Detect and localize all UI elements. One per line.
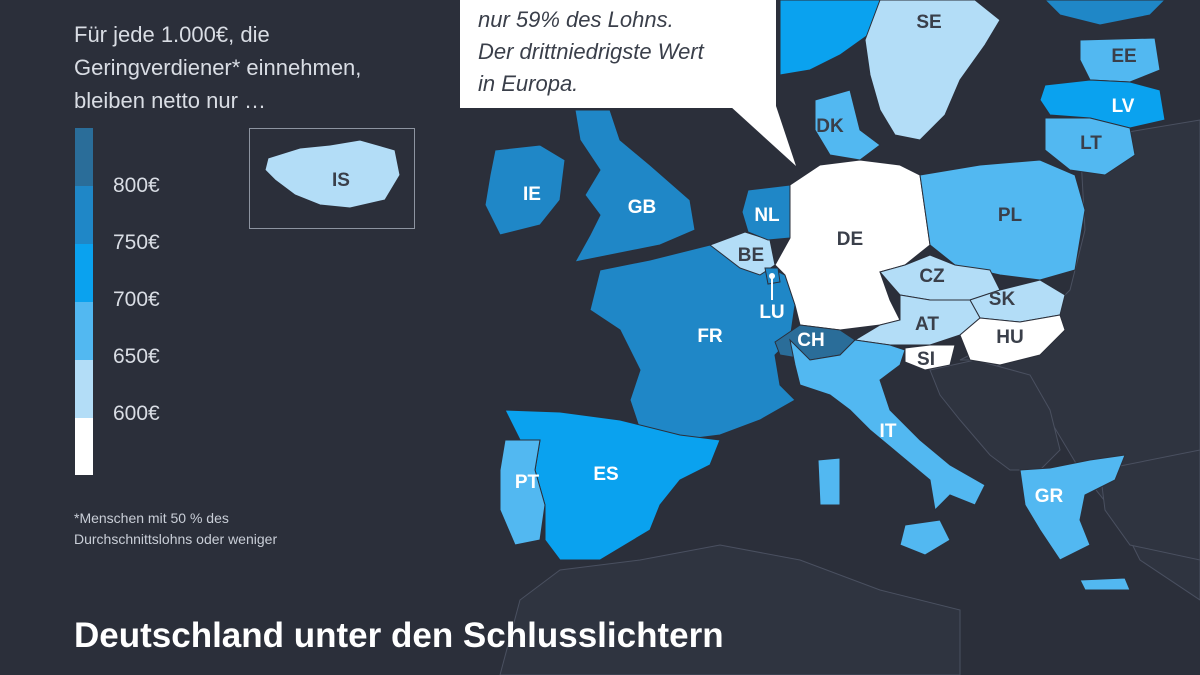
intro-line-2: Geringverdiener* einnehmen, bbox=[74, 55, 362, 80]
country-DE bbox=[774, 159, 931, 331]
footnote: *Menschen mit 50 % des Durchschnittslohn… bbox=[74, 508, 374, 550]
country-PL bbox=[919, 159, 1086, 281]
country-SE bbox=[864, 0, 1001, 141]
label-IS: IS bbox=[332, 170, 350, 191]
legend-label-700: 700€ bbox=[113, 288, 160, 311]
label-FR: FR bbox=[697, 326, 723, 347]
country-LV bbox=[1039, 79, 1166, 129]
country-FI bbox=[1044, 0, 1166, 26]
footnote-line-2: Durchschnittslohns oder weniger bbox=[74, 531, 278, 547]
country-GB bbox=[574, 109, 696, 263]
callout-line-3: in Europa. bbox=[478, 71, 579, 96]
label-SI: SI bbox=[917, 349, 935, 370]
germany-callout: nur 59% des Lohns. Der drittniedrigste W… bbox=[460, 0, 776, 108]
headline: Deutschland unter den Schlusslichtern bbox=[74, 616, 724, 655]
country-PT bbox=[499, 439, 546, 546]
legend-swatch-mid bbox=[75, 186, 93, 244]
label-AT: AT bbox=[915, 314, 939, 335]
country-FR bbox=[589, 244, 796, 441]
country-GR bbox=[1019, 454, 1131, 591]
label-IT: IT bbox=[880, 421, 897, 442]
label-HU: HU bbox=[996, 327, 1023, 348]
subheadline-cropped bbox=[74, 662, 874, 675]
intro-line-1: Für jede 1.000€, die bbox=[74, 22, 270, 47]
label-DE: DE bbox=[837, 229, 863, 250]
legend-label-600: 600€ bbox=[113, 402, 160, 425]
callout-pointer bbox=[730, 106, 796, 166]
label-LU: LU bbox=[759, 302, 784, 323]
country-IE bbox=[484, 144, 566, 236]
intro-text: Für jede 1.000€, die Geringverdiener* ei… bbox=[74, 18, 434, 117]
country-labels: IS SE EE LV LT DK IE GB NL BE LU DE PL C… bbox=[332, 12, 1137, 507]
label-DK: DK bbox=[816, 116, 844, 137]
label-LT: LT bbox=[1080, 133, 1102, 154]
legend-swatch-dark bbox=[75, 128, 93, 186]
callout-line-2: Der drittniedrigste Wert bbox=[478, 39, 704, 64]
country-HU bbox=[959, 314, 1066, 366]
intro-line-3: bleiben netto nur … bbox=[74, 88, 267, 113]
country-DK bbox=[814, 89, 881, 161]
legend-label-650: 650€ bbox=[113, 345, 160, 368]
callout-line-1: nur 59% des Lohns. bbox=[478, 7, 674, 32]
legend-swatch-bright bbox=[75, 244, 93, 302]
footnote-line-1: *Menschen mit 50 % des bbox=[74, 510, 229, 526]
luxembourg-dot bbox=[769, 273, 775, 279]
label-LV: LV bbox=[1112, 96, 1135, 117]
legend-swatch-light bbox=[75, 302, 93, 360]
legend-label-800: 800€ bbox=[113, 174, 160, 197]
land-turkey bbox=[1099, 449, 1200, 561]
iceland-inset-frame bbox=[249, 128, 415, 229]
label-PT: PT bbox=[515, 472, 540, 493]
label-GR: GR bbox=[1035, 486, 1064, 507]
label-ES: ES bbox=[593, 464, 618, 485]
label-CH: CH bbox=[797, 330, 824, 351]
label-GB: GB bbox=[628, 197, 657, 218]
country-LT bbox=[1044, 117, 1136, 176]
country-IT bbox=[789, 338, 986, 556]
country-SI bbox=[904, 344, 956, 371]
country-AT bbox=[853, 294, 981, 346]
label-IE: IE bbox=[523, 184, 541, 205]
label-NL: NL bbox=[754, 205, 780, 226]
label-EE: EE bbox=[1111, 46, 1136, 67]
legend-label-750: 750€ bbox=[113, 231, 160, 254]
legend-swatch-white bbox=[75, 418, 93, 475]
label-SE: SE bbox=[916, 12, 941, 33]
land-north-africa bbox=[499, 544, 961, 675]
label-SK: SK bbox=[989, 289, 1016, 310]
country-NO bbox=[779, 0, 881, 76]
country-IS bbox=[264, 139, 401, 209]
legend-swatch-pale bbox=[75, 360, 93, 418]
label-PL: PL bbox=[998, 205, 1023, 226]
color-legend-bar bbox=[75, 128, 93, 475]
label-CZ: CZ bbox=[919, 266, 945, 287]
label-BE: BE bbox=[738, 245, 764, 266]
